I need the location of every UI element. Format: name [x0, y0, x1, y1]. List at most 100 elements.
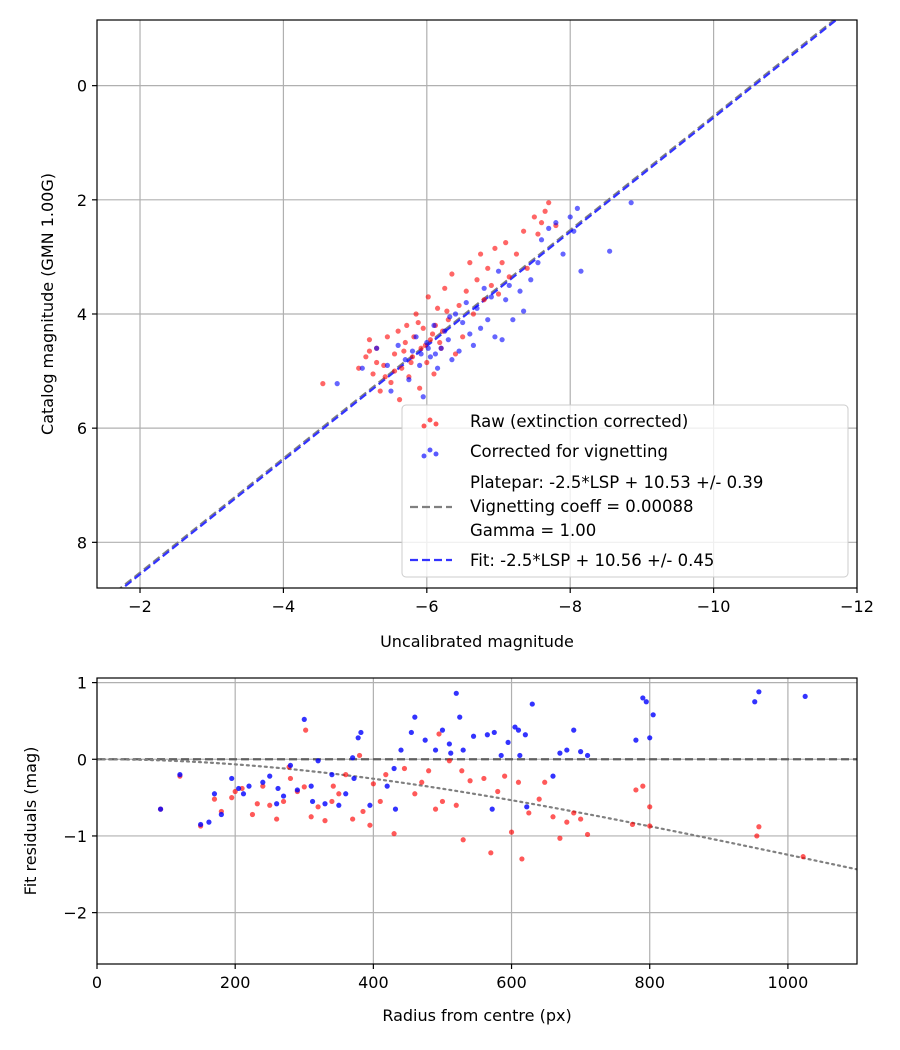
raw-point [499, 260, 505, 266]
raw-residual-point [800, 854, 806, 860]
raw-residual-point [391, 831, 397, 837]
raw-point [413, 311, 419, 317]
top-x-tick-label: −6 [415, 597, 439, 616]
raw-residual-point [467, 778, 473, 784]
corrected-point [485, 317, 491, 323]
legend-item-platepar: Platepar: -2.5*LSP + 10.53 +/- 0.39 Vign… [410, 473, 763, 540]
corrected-point [553, 220, 559, 226]
raw-point [388, 379, 394, 386]
raw-point [417, 385, 423, 391]
raw-point [477, 251, 484, 257]
raw-residual-point [249, 811, 256, 818]
corrected-residual-point [633, 737, 639, 743]
corrected-point [628, 200, 634, 206]
corrected-point [574, 205, 580, 211]
top-y-tick-label: 4 [77, 305, 87, 324]
corrected-residual-point [218, 811, 224, 818]
corrected-residual-point [177, 772, 183, 778]
raw-residual-point [315, 804, 321, 810]
corrected-residual-point [280, 793, 287, 799]
raw-residual-point [308, 814, 314, 820]
bottom-y-ticks: 1 0 −1 −2 [63, 674, 97, 923]
raw-point [395, 328, 401, 334]
corrected-residual-point [408, 729, 414, 736]
corrected-residual-point [336, 802, 342, 808]
bottom-y-axis-label: Fit residuals (mag) [21, 747, 40, 896]
corrected-residual-point [350, 755, 356, 761]
raw-point [513, 251, 520, 257]
corrected-residual-point [571, 727, 577, 733]
bottom-x-tick-label: 800 [634, 973, 665, 992]
corrected-point [481, 285, 487, 291]
corrected-residual-point [457, 714, 463, 720]
legend-raw-label: Raw (extinction corrected) [470, 412, 688, 431]
bottom-x-tick-label: 1000 [768, 973, 809, 992]
corrected-point [546, 225, 552, 231]
corrected-residual-point [398, 747, 404, 753]
raw-residual-point [508, 829, 515, 835]
raw-residual-point [536, 796, 542, 802]
top-y-axis-label: Catalog magnitude (GMN 1.00G) [38, 173, 57, 435]
corrected-residual-point [157, 806, 164, 812]
corrected-residual-point [484, 732, 490, 738]
legend-box [401, 404, 849, 578]
corrected-point [445, 337, 451, 343]
raw-point [404, 322, 410, 329]
corrected-residual-point [211, 791, 218, 797]
corrected-residual-point [229, 775, 235, 782]
raw-residual-point [502, 773, 508, 779]
raw-point [467, 260, 473, 266]
top-x-tick-label: −8 [558, 597, 582, 616]
raw-point [384, 334, 390, 340]
legend-item-fit: Fit: -2.5*LSP + 10.56 +/- 0.45 [410, 551, 714, 570]
raw-residual-point [515, 779, 522, 785]
corrected-point [447, 314, 453, 320]
raw-residual-point [343, 772, 349, 778]
raw-residual-point [481, 775, 487, 782]
corrected-residual-point [392, 806, 399, 812]
corrected-point [528, 277, 534, 283]
corrected-point [449, 357, 455, 363]
top-x-axis-label: Uncalibrated magnitude [380, 632, 574, 651]
raw-residual-point [287, 775, 294, 782]
legend-item-raw: Raw (extinction corrected) [421, 412, 688, 431]
corrected-point [334, 381, 340, 387]
corrected-residual-point [446, 741, 452, 747]
corrected-residual-point [301, 716, 307, 723]
corrected-residual-point [515, 727, 522, 733]
raw-point [506, 274, 512, 280]
corrected-point [425, 345, 431, 351]
raw-point [424, 359, 430, 366]
raw-residual-point [419, 779, 425, 785]
raw-residual-point [274, 816, 280, 822]
legend-platepar-line-1: Platepar: -2.5*LSP + 10.53 +/- 0.39 [470, 473, 763, 492]
corrected-point [463, 299, 469, 306]
raw-point [535, 231, 541, 237]
corrected-residual-point [236, 785, 242, 792]
top-x-tick-label: −4 [272, 597, 296, 616]
corrected-point [488, 294, 494, 300]
corrected-point [470, 342, 477, 348]
corrected-residual-point [308, 783, 314, 789]
raw-residual-point [432, 806, 439, 812]
corrected-point [460, 319, 466, 326]
raw-residual-point [629, 821, 636, 828]
raw-point [409, 354, 416, 360]
raw-point [427, 337, 433, 343]
raw-residual-point [542, 779, 548, 785]
corrected-residual-point [412, 714, 418, 720]
corrected-point [413, 334, 419, 340]
corrected-residual-point [198, 821, 204, 828]
corrected-point [384, 362, 390, 368]
corrected-residual-point [240, 791, 247, 797]
raw-point [542, 208, 548, 214]
raw-point [418, 345, 424, 351]
corrected-point [506, 282, 512, 289]
raw-point [503, 240, 509, 246]
raw-residual-point [330, 783, 336, 789]
raw-residual-point [336, 791, 342, 797]
top-y-tick-label: 0 [77, 77, 87, 96]
raw-residual-point [229, 795, 235, 801]
raw-point [495, 291, 502, 297]
